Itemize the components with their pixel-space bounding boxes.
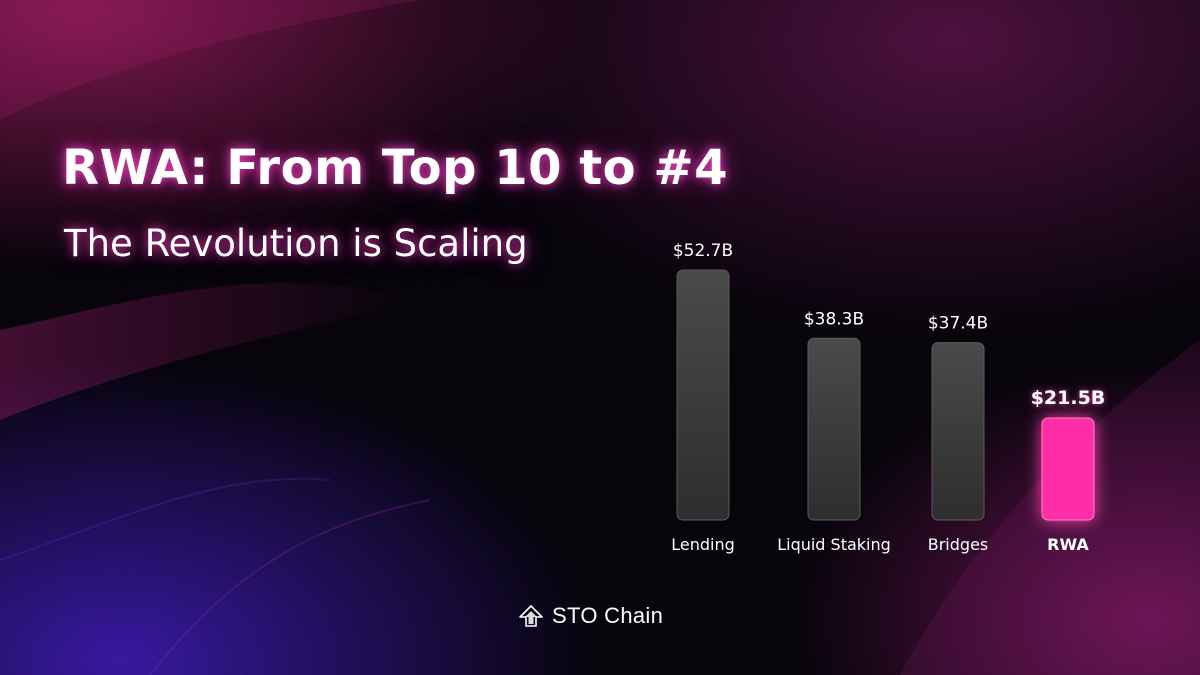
value-label-liquid-staking: $38.3B xyxy=(804,309,864,329)
bar-bridges xyxy=(931,342,985,521)
bar-lending xyxy=(676,269,730,521)
category-label-lending: Lending xyxy=(671,535,735,554)
page-title: RWA: From Top 10 to #4 xyxy=(62,140,728,196)
category-label-bridges: Bridges xyxy=(928,535,989,554)
value-label-bridges: $37.4B xyxy=(928,314,988,334)
brand-name: STO Chain xyxy=(552,603,664,628)
sto-chain-logo-icon xyxy=(519,605,543,627)
page-subtitle: The Revolution is Scaling xyxy=(64,222,528,265)
bar-rwa xyxy=(1041,417,1095,521)
category-label-liquid-staking: Liquid Staking xyxy=(777,535,891,554)
bar-liquid-staking xyxy=(807,337,861,521)
brand-footer: STO Chain xyxy=(518,603,663,629)
category-label-rwa: RWA xyxy=(1047,535,1089,554)
value-label-rwa: $21.5B xyxy=(1031,387,1106,409)
value-label-lending: $52.7B xyxy=(673,241,733,261)
